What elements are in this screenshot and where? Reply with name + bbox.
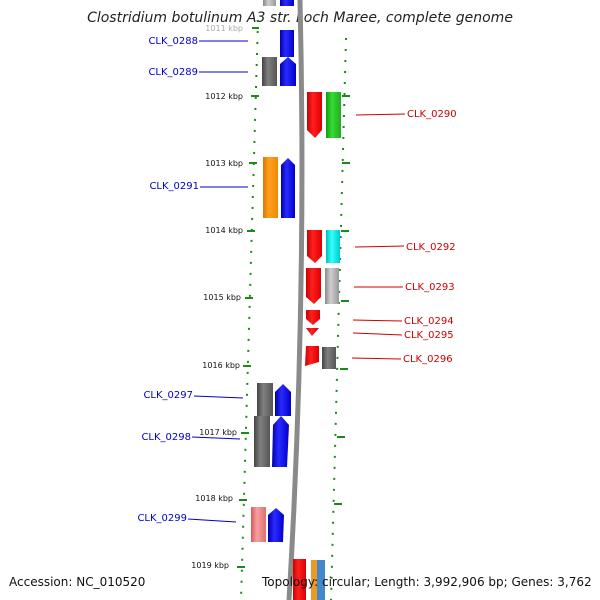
gene-label: CLK_0294 [404, 316, 454, 327]
gene-feature [317, 560, 325, 600]
gene-feature [263, 0, 276, 6]
label-leader [187, 518, 237, 523]
tick-label: 1015 kbp [203, 293, 241, 302]
gene-feature [325, 268, 339, 304]
label-leader [352, 332, 403, 336]
gene-feature [280, 57, 296, 86]
gene-feature [280, 30, 294, 57]
tick-label: 1014 kbp [205, 226, 243, 235]
label-leader [193, 395, 244, 399]
gene-feature [280, 0, 294, 6]
tick-label: 1017 kbp [199, 428, 237, 437]
gene-feature [272, 416, 289, 467]
accession-text: Accession: NC_010520 [9, 575, 146, 589]
gene-label: CLK_0288 [148, 36, 198, 47]
tick-label: 1018 kbp [195, 494, 233, 503]
tick-label: 1019 kbp [191, 561, 229, 570]
right-gene-labels: CLK_0290 CLK_0292 CLK_0293 CLK_0294 CLK_… [351, 109, 457, 365]
label-leader [354, 245, 405, 248]
label-leader [351, 357, 402, 360]
gene-feature [307, 92, 322, 138]
tick-label: 1012 kbp [205, 92, 243, 101]
tick-label: 1013 kbp [205, 159, 243, 168]
gene-feature [262, 57, 277, 86]
gene-feature [305, 346, 319, 366]
right-strand-genes [293, 92, 341, 600]
label-leader [352, 319, 403, 322]
gene-feature [307, 230, 322, 263]
label-leader [355, 113, 406, 116]
gene-feature [322, 347, 336, 369]
gene-feature [268, 508, 284, 542]
gene-label: CLK_0299 [137, 513, 187, 524]
gene-feature [306, 328, 319, 336]
gene-feature [326, 230, 340, 263]
gene-label: CLK_0289 [148, 67, 198, 78]
major-ticks [237, 27, 350, 568]
left-strand-genes [251, 0, 296, 542]
gene-label: CLK_0291 [149, 181, 199, 192]
gene-feature [306, 268, 321, 304]
gene-feature [311, 560, 317, 600]
genome-stats-text: Topology: circular; Length: 3,992,906 bp… [262, 575, 592, 589]
tick-label: 1011 kbp [205, 24, 243, 33]
gene-label: CLK_0298 [141, 432, 191, 443]
left-gene-labels: CLK_0288 CLK_0289 CLK_0291 CLK_0297 CLK_… [137, 36, 248, 524]
gene-feature [257, 383, 273, 416]
gene-feature [281, 158, 295, 218]
gene-feature [254, 416, 270, 467]
gene-label: CLK_0290 [407, 109, 457, 120]
gene-label: CLK_0296 [403, 354, 453, 365]
gene-label: CLK_0295 [404, 330, 454, 341]
tick-labels: 1011 kbp 1012 kbp 1013 kbp 1014 kbp 1015… [191, 24, 243, 570]
gene-label: CLK_0293 [405, 282, 455, 293]
tick-label: 1016 kbp [202, 361, 240, 370]
gene-feature [263, 157, 278, 218]
gene-feature [275, 384, 291, 416]
gene-label: CLK_0297 [143, 390, 193, 401]
gene-feature [251, 507, 266, 542]
gene-feature [306, 310, 320, 325]
genome-backbone [286, 0, 305, 600]
gene-label: CLK_0292 [406, 242, 456, 253]
label-leader [191, 436, 241, 440]
gene-feature [293, 559, 306, 600]
gene-feature [326, 92, 341, 138]
